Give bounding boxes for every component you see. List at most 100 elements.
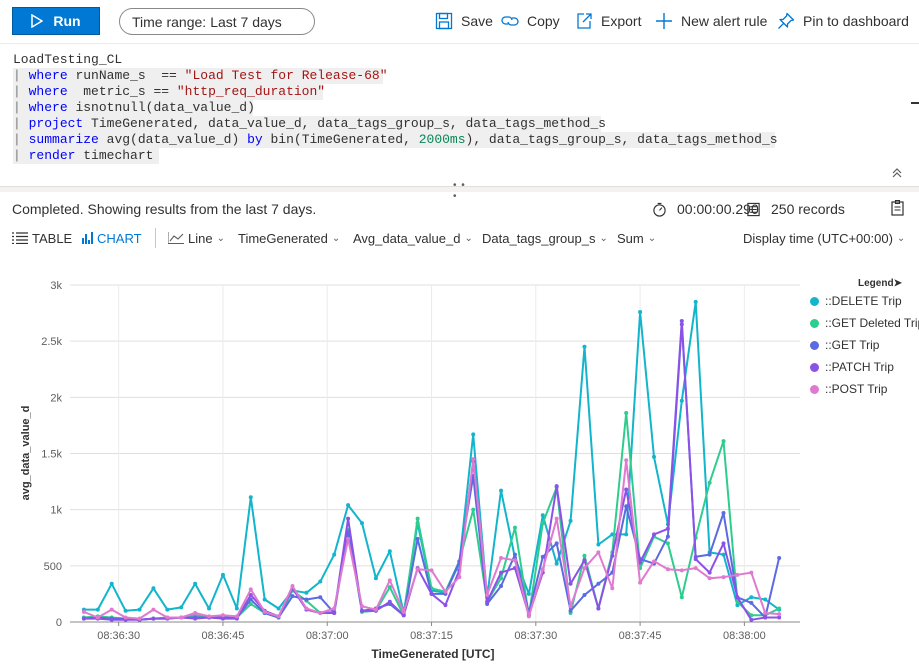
data-point[interactable] [360, 604, 364, 609]
data-point[interactable] [568, 518, 573, 523]
data-point[interactable] [624, 458, 629, 463]
data-point[interactable] [665, 541, 670, 546]
chart-type-dropdown[interactable]: Line ⌄ [168, 230, 225, 246]
data-point[interactable] [777, 606, 782, 611]
data-point[interactable] [346, 516, 351, 521]
data-point[interactable] [290, 594, 295, 599]
data-point[interactable] [234, 606, 239, 611]
data-point[interactable] [415, 516, 420, 521]
data-point[interactable] [721, 439, 726, 444]
data-point[interactable] [665, 534, 670, 539]
data-point[interactable] [554, 541, 559, 546]
data-point[interactable] [443, 603, 448, 608]
x-axis-dropdown[interactable]: TimeGenerated ⌄ [238, 230, 340, 246]
data-point[interactable] [749, 613, 754, 618]
data-point[interactable] [540, 513, 545, 518]
data-point[interactable] [596, 581, 601, 586]
data-point[interactable] [638, 309, 643, 314]
copy-link-button[interactable]: Copy [501, 10, 560, 32]
data-point[interactable] [638, 580, 643, 585]
data-point[interactable] [360, 608, 364, 613]
data-point[interactable] [193, 611, 198, 616]
legend-toggle-icon[interactable]: ➤ [893, 278, 902, 289]
data-point[interactable] [638, 560, 643, 565]
data-point[interactable] [179, 605, 184, 610]
data-point[interactable] [763, 597, 768, 602]
data-point[interactable] [596, 606, 601, 611]
data-point[interactable] [471, 457, 476, 462]
data-point[interactable] [777, 612, 782, 617]
data-point[interactable] [679, 595, 684, 600]
data-point[interactable] [582, 558, 587, 563]
data-point[interactable] [95, 607, 100, 612]
data-point[interactable] [512, 558, 517, 563]
data-point[interactable] [248, 587, 253, 592]
run-button[interactable]: Run [12, 7, 100, 35]
time-range-picker[interactable]: Time range: Last 7 days [119, 8, 315, 35]
display-time-dropdown[interactable]: Display time (UTC+00:00) ⌄ [743, 230, 905, 246]
data-point[interactable] [499, 576, 504, 581]
data-point[interactable] [234, 614, 239, 619]
resize-grip-icon[interactable]: • • • [453, 180, 465, 202]
data-point[interactable] [499, 570, 504, 575]
export-button[interactable]: Export [575, 10, 641, 32]
data-point[interactable] [679, 568, 684, 573]
data-point[interactable] [304, 606, 309, 611]
data-point[interactable] [443, 589, 448, 594]
data-point[interactable] [401, 609, 406, 614]
tab-table[interactable]: TABLE [12, 230, 72, 246]
save-button[interactable]: Save [435, 10, 493, 32]
data-point[interactable] [652, 559, 656, 564]
data-point[interactable] [248, 593, 253, 598]
y-axis-dropdown[interactable]: Avg_data_value_d ⌄ [353, 230, 473, 246]
data-point[interactable] [165, 615, 170, 620]
data-point[interactable] [290, 584, 295, 589]
data-point[interactable] [137, 607, 142, 612]
data-point[interactable] [582, 593, 587, 598]
data-point[interactable] [151, 607, 156, 612]
data-point[interactable] [721, 541, 726, 546]
data-point[interactable] [360, 521, 364, 526]
data-point[interactable] [373, 607, 378, 612]
data-point[interactable] [777, 615, 782, 620]
legend-item[interactable]: ::POST Trip [810, 382, 887, 396]
data-point[interactable] [179, 615, 184, 620]
data-point[interactable] [123, 615, 128, 620]
data-point[interactable] [387, 585, 392, 590]
data-point[interactable] [471, 507, 476, 512]
data-point[interactable] [582, 553, 587, 558]
data-point[interactable] [387, 549, 392, 554]
data-point[interactable] [109, 607, 114, 612]
legend-item[interactable]: ::GET Deleted Trip [810, 316, 919, 330]
data-point[interactable] [624, 532, 629, 537]
data-point[interactable] [763, 615, 768, 620]
copy-results-icon[interactable] [890, 199, 906, 217]
data-point[interactable] [81, 616, 86, 621]
data-point[interactable] [693, 557, 698, 562]
aggregation-dropdown[interactable]: Sum ⌄ [617, 230, 656, 246]
data-point[interactable] [596, 542, 601, 547]
data-point[interactable] [568, 608, 573, 613]
data-point[interactable] [624, 504, 629, 509]
data-point[interactable] [763, 611, 768, 616]
data-point[interactable] [749, 600, 754, 605]
data-point[interactable] [568, 604, 573, 609]
data-point[interactable] [526, 614, 531, 619]
editor-results-splitter[interactable] [0, 186, 919, 192]
data-point[interactable] [749, 617, 754, 622]
data-point[interactable] [262, 597, 267, 602]
data-point[interactable] [220, 613, 225, 618]
data-point[interactable] [304, 597, 309, 602]
legend-item[interactable]: ::PATCH Trip [810, 360, 894, 374]
data-point[interactable] [471, 432, 476, 437]
data-point[interactable] [540, 567, 545, 572]
data-point[interactable] [248, 602, 253, 607]
series-post-trip[interactable] [81, 457, 782, 621]
data-point[interactable] [109, 581, 114, 586]
data-point[interactable] [304, 590, 309, 595]
data-point[interactable] [554, 516, 559, 521]
data-point[interactable] [318, 611, 323, 616]
data-point[interactable] [151, 616, 156, 621]
data-point[interactable] [554, 484, 559, 489]
data-point[interactable] [735, 595, 740, 600]
